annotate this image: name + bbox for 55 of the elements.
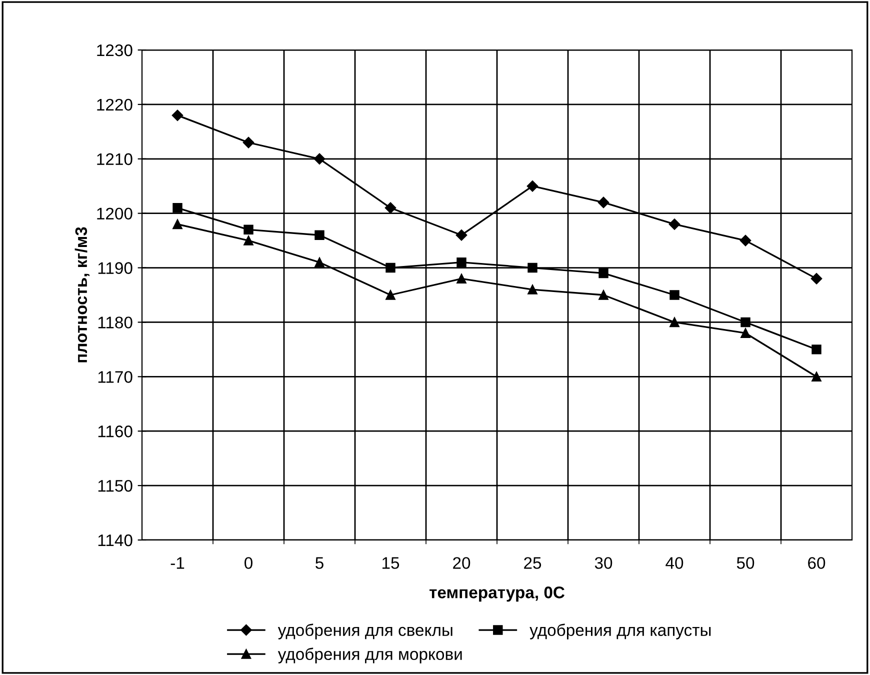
point [598,268,608,278]
point [172,203,182,213]
x-tick-label: 60 [808,557,826,569]
y-tick-label: 1140 [98,534,132,546]
point [740,317,750,328]
y-tick-label: 1210 [97,153,132,166]
point [244,236,254,246]
y-tick-label: 1200 [97,208,132,220]
point [812,344,822,354]
y-tick-label: 1180 [98,316,132,328]
x-tick-label: 0 [244,557,252,569]
x-tick-label: 25 [524,557,542,569]
x-tick-label: 20 [453,557,470,569]
point [314,257,324,268]
y-tick-label: 1190 [98,262,132,274]
point [740,328,750,338]
point [740,234,752,246]
legend-label: удобрения для капусты [530,624,711,640]
x-tick-label: 40 [666,557,684,569]
point [384,202,396,214]
point [670,317,680,328]
point [456,274,466,284]
point [598,196,610,208]
y-tick-label: 1150 [98,480,132,492]
point [242,136,254,148]
point [386,290,396,300]
point [528,262,538,273]
point [314,153,326,164]
point [314,230,324,240]
point [810,273,822,284]
x-tick-label: -1 [170,557,184,569]
point [598,290,608,300]
point [172,219,182,230]
x-axis-title: температура, 0С [430,586,565,602]
point [670,290,680,300]
point [244,224,254,235]
point [386,262,396,273]
x-tick-label: 30 [594,557,612,569]
point [526,180,538,192]
point [812,372,822,382]
x-tick-label: 5 [316,557,324,569]
legend-label: удобрения для свеклы [278,624,452,640]
y-tick-label: 1170 [98,371,132,383]
point [528,284,538,294]
legend-label: удобрения для моркови [278,648,462,664]
point [668,218,680,230]
x-tick-label: 50 [736,557,754,569]
point [172,110,184,121]
x-tick-label: 15 [382,557,400,569]
point [456,230,468,241]
y-axis-title: плотность, кг/м3 [74,227,90,362]
y-tick-label: 1160 [98,426,132,438]
y-tick-label: 1220 [97,98,132,111]
y-tick-label: 1230 [97,44,132,56]
point [456,257,466,268]
